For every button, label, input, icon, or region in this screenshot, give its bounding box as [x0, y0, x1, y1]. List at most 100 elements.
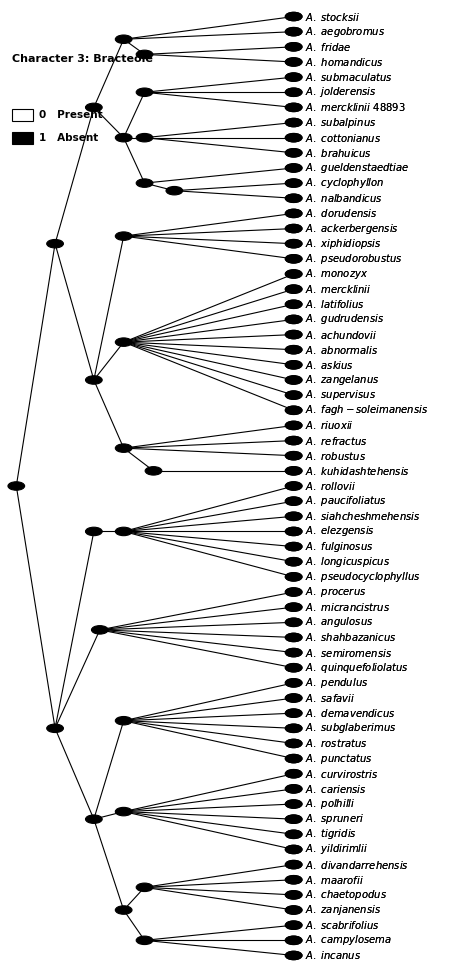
Circle shape — [285, 906, 302, 915]
Text: $\it{A.\ homandicus}$: $\it{A.\ homandicus}$ — [305, 56, 383, 68]
Text: $\it{A.\ maarofii}$: $\it{A.\ maarofii}$ — [305, 874, 364, 885]
Circle shape — [285, 648, 302, 657]
Text: $\it{A.\ refractus}$: $\it{A.\ refractus}$ — [305, 434, 367, 446]
Text: $\it{A.\ spruneri}$: $\it{A.\ spruneri}$ — [305, 813, 364, 826]
Circle shape — [85, 527, 102, 536]
Text: $\it{A.\ cottonianus}$: $\it{A.\ cottonianus}$ — [305, 131, 381, 144]
Circle shape — [8, 482, 25, 490]
Text: $\it{A.\ zanjanensis}$: $\it{A.\ zanjanensis}$ — [305, 903, 381, 917]
Circle shape — [285, 482, 302, 490]
Circle shape — [285, 345, 302, 354]
Text: $\it{A.\ stocksii}$: $\it{A.\ stocksii}$ — [305, 11, 360, 22]
Circle shape — [85, 376, 102, 384]
Text: $\it{A.\ subalpinus}$: $\it{A.\ subalpinus}$ — [305, 116, 376, 129]
Circle shape — [285, 876, 302, 884]
Text: $\it{A.\ punctatus}$: $\it{A.\ punctatus}$ — [305, 751, 373, 766]
Text: $\it{A.\ punctatus}$: $\it{A.\ punctatus}$ — [305, 751, 373, 766]
Text: $\it{A.\ elezgensis}$: $\it{A.\ elezgensis}$ — [305, 525, 375, 538]
Text: $\it{A.\ askius}$: $\it{A.\ askius}$ — [305, 359, 354, 371]
Text: $\it{A.\ divandarrehensis}$: $\it{A.\ divandarrehensis}$ — [305, 858, 409, 871]
Text: $\it{A.\ gueldenstaedtiae}$: $\it{A.\ gueldenstaedtiae}$ — [305, 161, 410, 175]
Circle shape — [285, 936, 302, 945]
Text: $\it{A.\ pseudorobustus}$: $\it{A.\ pseudorobustus}$ — [305, 252, 402, 265]
Text: $\it{A.\ curvirostris}$: $\it{A.\ curvirostris}$ — [305, 768, 379, 780]
Text: $\it{A.\ rollovii}$: $\it{A.\ rollovii}$ — [305, 480, 356, 492]
Circle shape — [285, 119, 302, 126]
Circle shape — [285, 920, 302, 929]
Circle shape — [285, 694, 302, 702]
Circle shape — [285, 149, 302, 157]
Text: $\it{A.\ gudrudensis}$: $\it{A.\ gudrudensis}$ — [305, 312, 384, 327]
Circle shape — [285, 285, 302, 294]
Circle shape — [47, 239, 64, 248]
Circle shape — [285, 179, 302, 188]
Circle shape — [285, 618, 302, 627]
Text: $\it{A.\ riuoxii}$: $\it{A.\ riuoxii}$ — [305, 420, 354, 432]
Text: $\it{A.\ jolderensis}$: $\it{A.\ jolderensis}$ — [305, 86, 376, 99]
Circle shape — [115, 808, 132, 816]
Text: $\it{A.\ pendulus}$: $\it{A.\ pendulus}$ — [305, 676, 368, 690]
Text: $\it{A.\ abnormalis}$: $\it{A.\ abnormalis}$ — [305, 344, 378, 356]
Text: $\it{A.\ procerus}$: $\it{A.\ procerus}$ — [305, 585, 366, 599]
Text: $\it{A.\ rostratus}$: $\it{A.\ rostratus}$ — [305, 738, 368, 749]
Text: $\it{A.\ quinquefoliolatus}$: $\it{A.\ quinquefoliolatus}$ — [305, 661, 409, 675]
Text: $\it{A.\ scabrifolius}$: $\it{A.\ scabrifolius}$ — [305, 920, 379, 931]
Text: $\it{A.\ micrancistrus}$: $\it{A.\ micrancistrus}$ — [305, 601, 390, 613]
Circle shape — [285, 952, 302, 959]
Circle shape — [285, 603, 302, 611]
Text: $\it{A.\ cariensis}$: $\it{A.\ cariensis}$ — [305, 782, 367, 795]
Bar — [12, 109, 33, 122]
Text: $\it{A.\ stocksii}$: $\it{A.\ stocksii}$ — [305, 11, 360, 22]
Circle shape — [285, 678, 302, 687]
Circle shape — [285, 906, 302, 915]
Circle shape — [285, 13, 302, 20]
Circle shape — [285, 376, 302, 384]
Circle shape — [285, 255, 302, 263]
Circle shape — [285, 558, 302, 566]
Text: $\it{A.\ nalbandicus}$: $\it{A.\ nalbandicus}$ — [305, 192, 383, 204]
Text: $\it{A.\ robustus}$: $\it{A.\ robustus}$ — [305, 450, 366, 462]
Circle shape — [115, 527, 132, 536]
Circle shape — [285, 558, 302, 566]
Text: $\it{A.\ monozyx}$: $\it{A.\ monozyx}$ — [305, 267, 368, 281]
Text: $\it{A.\ safavii}$: $\it{A.\ safavii}$ — [305, 692, 355, 704]
Text: $\it{A.\ mercklinii}$: $\it{A.\ mercklinii}$ — [305, 283, 372, 295]
Text: $\it{A.\ fagh-soleimanensis}$: $\it{A.\ fagh-soleimanensis}$ — [305, 403, 428, 417]
Circle shape — [285, 588, 302, 596]
Text: $\it{A.\ maarofii}$: $\it{A.\ maarofii}$ — [305, 874, 364, 885]
Circle shape — [115, 133, 132, 142]
Text: $\it{A.\ achundovii}$: $\it{A.\ achundovii}$ — [305, 329, 377, 340]
Text: $\it{A.\ incanus}$: $\it{A.\ incanus}$ — [305, 950, 361, 961]
Circle shape — [285, 830, 302, 839]
Circle shape — [285, 952, 302, 959]
Circle shape — [285, 512, 302, 521]
Circle shape — [285, 103, 302, 112]
Circle shape — [285, 194, 302, 202]
Text: $\it{A.\ subalpinus}$: $\it{A.\ subalpinus}$ — [305, 116, 376, 129]
Circle shape — [285, 88, 302, 96]
Circle shape — [285, 315, 302, 324]
Text: $\it{A.\ ackerbergensis}$: $\it{A.\ ackerbergensis}$ — [305, 222, 399, 235]
Text: $\it{A.\ homandicus}$: $\it{A.\ homandicus}$ — [305, 56, 383, 68]
Circle shape — [285, 406, 302, 414]
Circle shape — [285, 133, 302, 142]
Text: $\it{A.\ brahuicus}$: $\it{A.\ brahuicus}$ — [305, 147, 372, 158]
Circle shape — [136, 133, 153, 142]
Circle shape — [285, 255, 302, 263]
Text: $\it{A.\ safavii}$: $\it{A.\ safavii}$ — [305, 692, 355, 704]
Text: 0   Present: 0 Present — [39, 110, 102, 120]
Circle shape — [91, 626, 108, 634]
Circle shape — [285, 225, 302, 232]
Text: $\it{A.\ elezgensis}$: $\it{A.\ elezgensis}$ — [305, 525, 375, 538]
Circle shape — [285, 315, 302, 324]
Text: $\it{A.\ siahcheshmehensis}$: $\it{A.\ siahcheshmehensis}$ — [305, 510, 420, 522]
Circle shape — [285, 694, 302, 702]
Circle shape — [285, 800, 302, 809]
Circle shape — [115, 716, 132, 725]
Circle shape — [166, 187, 182, 195]
Circle shape — [285, 376, 302, 384]
Circle shape — [285, 406, 302, 414]
Circle shape — [285, 846, 302, 853]
Circle shape — [285, 300, 302, 308]
Circle shape — [115, 338, 132, 346]
